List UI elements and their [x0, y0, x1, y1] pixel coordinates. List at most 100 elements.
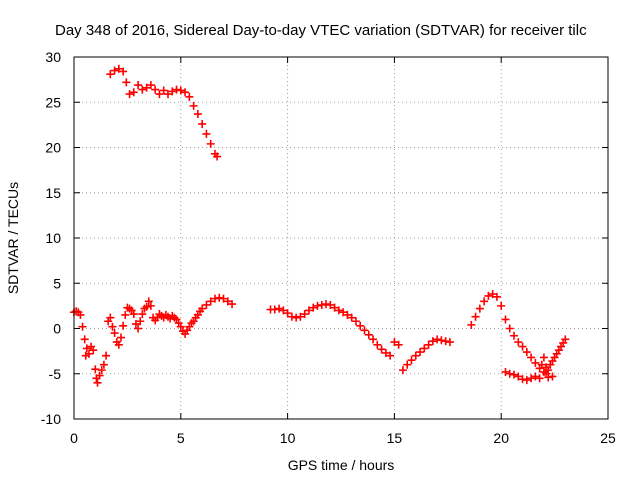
- data-point: [122, 78, 131, 87]
- y-tick-label: 0: [53, 321, 61, 337]
- data-point: [223, 297, 232, 306]
- data-point: [146, 301, 155, 310]
- data-point: [168, 87, 177, 96]
- y-tick-label: -5: [49, 366, 62, 382]
- data-point: [326, 300, 335, 309]
- y-tick-label: 10: [45, 230, 61, 246]
- data-point: [364, 330, 373, 339]
- data-point: [527, 374, 536, 383]
- data-point: [146, 81, 155, 90]
- data-point: [437, 336, 446, 345]
- data-point: [159, 86, 168, 95]
- data-point: [206, 139, 215, 148]
- data-point: [99, 360, 108, 369]
- data-point: [95, 371, 104, 380]
- data-point: [119, 321, 128, 330]
- data-point: [381, 348, 390, 357]
- data-point: [84, 349, 93, 358]
- data-point: [475, 304, 484, 313]
- data-point: [544, 373, 553, 382]
- data-point: [501, 315, 510, 324]
- data-point: [505, 324, 514, 333]
- data-point: [313, 301, 322, 310]
- data-point: [343, 310, 352, 319]
- y-axis-label: SDTVAR / TECUs: [5, 182, 21, 294]
- data-point: [433, 335, 442, 344]
- data-point: [539, 353, 548, 362]
- data-point: [134, 81, 143, 90]
- data-series-2: [70, 290, 570, 387]
- data-point: [270, 305, 279, 314]
- data-point: [144, 297, 153, 306]
- data-point: [527, 353, 536, 362]
- data-point: [138, 85, 147, 94]
- data-point: [136, 317, 145, 326]
- data-point: [176, 86, 185, 95]
- data-point: [497, 301, 506, 310]
- data-point: [210, 294, 219, 303]
- data-point: [407, 356, 416, 365]
- data-point: [416, 348, 425, 357]
- data-point: [492, 292, 501, 301]
- data-point: [531, 372, 540, 381]
- data-point: [78, 322, 87, 331]
- data-point: [518, 375, 527, 384]
- data-point: [172, 85, 181, 94]
- y-tick-label: 25: [45, 94, 61, 110]
- data-point: [296, 312, 305, 321]
- data-point: [76, 310, 85, 319]
- data-point: [198, 304, 207, 313]
- data-point: [356, 321, 365, 330]
- data-point: [561, 335, 570, 344]
- data-point: [501, 367, 510, 376]
- data-points: [70, 64, 570, 387]
- data-point: [292, 313, 301, 322]
- data-point: [129, 88, 138, 97]
- y-tick-label: 20: [45, 140, 61, 156]
- data-point: [377, 345, 386, 354]
- data-point: [91, 365, 100, 374]
- data-point: [142, 83, 151, 92]
- data-point: [351, 317, 360, 326]
- data-point: [411, 351, 420, 360]
- data-point: [80, 335, 89, 344]
- data-point: [347, 313, 356, 322]
- data-point: [300, 310, 309, 319]
- y-tick-label: 5: [53, 275, 61, 291]
- x-axis-label: GPS time / hours: [288, 457, 395, 473]
- data-point: [445, 338, 454, 347]
- data-point: [110, 329, 119, 338]
- data-point: [119, 67, 128, 76]
- data-point: [202, 300, 211, 309]
- x-tick-label: 10: [280, 430, 296, 446]
- data-point: [202, 129, 211, 138]
- data-point: [125, 90, 134, 99]
- data-point: [151, 85, 160, 94]
- data-point: [189, 101, 198, 110]
- data-point: [206, 297, 215, 306]
- data-point: [510, 331, 519, 340]
- data-point: [322, 300, 331, 309]
- y-axis-ticks: -10 -5 0 5 10 15 20 25 30: [41, 49, 608, 427]
- data-point: [548, 372, 557, 381]
- data-point: [522, 348, 531, 357]
- data-point: [106, 70, 115, 79]
- data-point: [394, 340, 403, 349]
- data-point: [283, 309, 292, 318]
- data-point: [420, 344, 429, 353]
- data-point: [138, 310, 147, 319]
- data-point: [304, 306, 313, 315]
- data-point: [275, 304, 284, 313]
- data-point: [129, 310, 138, 319]
- data-point: [360, 326, 369, 335]
- data-point: [373, 340, 382, 349]
- data-point: [193, 110, 202, 119]
- data-point: [424, 340, 433, 349]
- data-point: [155, 90, 164, 99]
- data-point: [542, 363, 551, 372]
- x-tick-label: 25: [600, 430, 616, 446]
- data-point: [163, 90, 172, 99]
- data-point: [116, 333, 125, 342]
- chart-title: Day 348 of 2016, Sidereal Day-to-day VTE…: [55, 22, 587, 39]
